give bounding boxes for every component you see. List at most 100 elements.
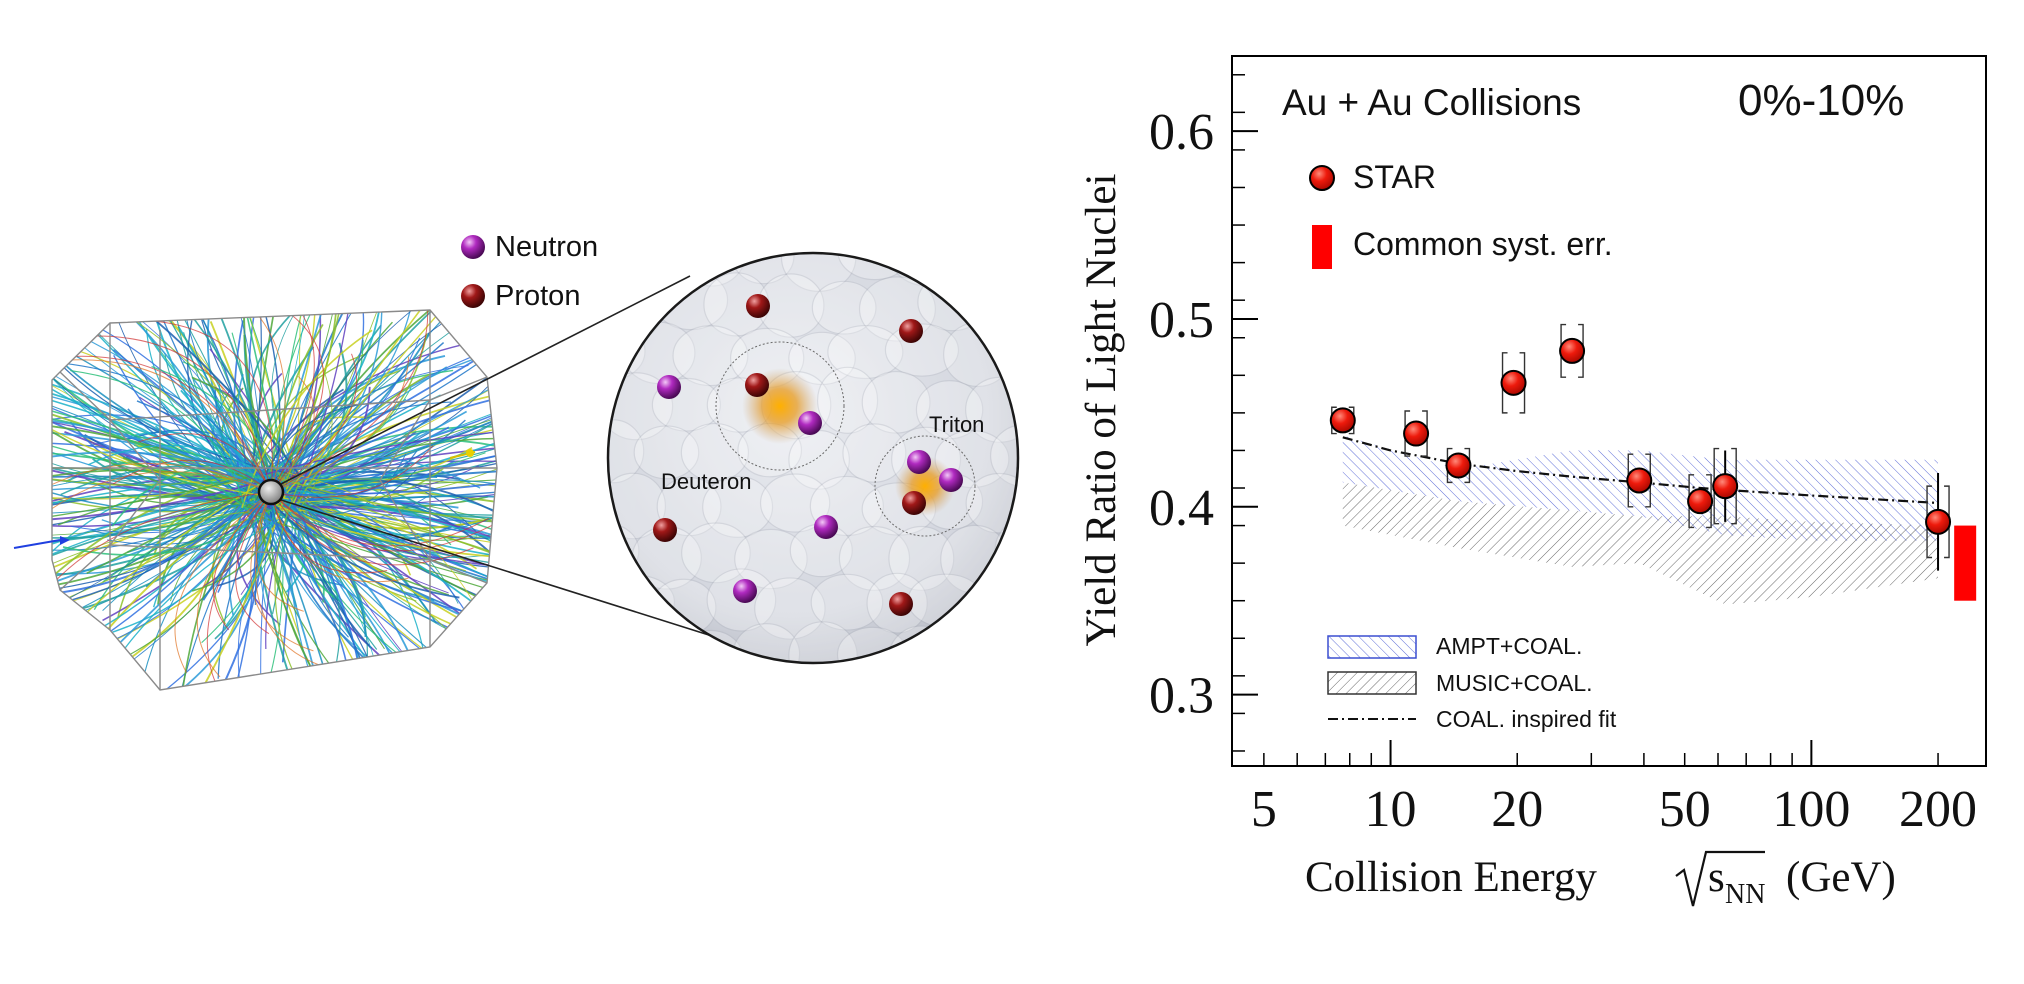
data-point — [1329, 406, 1356, 435]
beam-line-left — [13, 539, 61, 549]
particle-track — [243, 496, 497, 627]
particle-track — [52, 439, 255, 512]
data-point — [1445, 447, 1472, 484]
plot-frame — [1231, 55, 1987, 767]
particle-track — [268, 494, 497, 600]
star-marker — [1712, 473, 1739, 500]
data-point — [1687, 474, 1714, 529]
matter-bubble — [989, 423, 1018, 488]
particle-legend: Neutron Proton — [461, 231, 598, 312]
proton-icon — [889, 592, 913, 616]
deuteron-outline — [715, 341, 845, 471]
particle-track — [298, 360, 333, 511]
matter-bubble — [759, 473, 831, 533]
matter-bubble — [816, 366, 879, 434]
star-marker — [1626, 467, 1653, 494]
particle-track — [255, 491, 304, 612]
particle-track — [242, 310, 276, 491]
particle-track — [113, 355, 259, 510]
star-marker — [1403, 420, 1430, 447]
y-tick-label: 0.5 — [1149, 292, 1214, 349]
matter-bubble — [994, 625, 1018, 663]
collision-point-icon — [257, 478, 285, 506]
particle-track — [265, 487, 447, 690]
matter-bubble — [837, 253, 913, 281]
matter-bubble — [965, 472, 1018, 534]
particle-track — [288, 373, 497, 487]
particle-track — [171, 477, 292, 690]
particle-track — [287, 472, 478, 610]
data-point — [1403, 410, 1430, 457]
particle-track — [235, 491, 272, 635]
particle-track — [52, 471, 272, 534]
particle-track — [271, 310, 343, 479]
music-coal-band — [1342, 482, 1938, 605]
particle-track — [99, 310, 302, 478]
x-axis-label-sqrt-var: s — [1708, 854, 1725, 901]
proton-icon — [902, 491, 926, 515]
particle-track — [241, 329, 373, 509]
zoom-line-top — [280, 275, 691, 485]
beam-arrow-left-icon — [60, 536, 70, 545]
matter-bubble — [940, 623, 1005, 663]
matter-bubble — [992, 253, 1018, 285]
x-axis-label-text: Collision Energy — [1305, 854, 1597, 901]
x-tick-label: 5 — [1251, 781, 1277, 838]
matter-bubble — [633, 425, 700, 480]
nucleons — [653, 294, 963, 616]
x-axis-label-subscript: NN — [1725, 879, 1765, 910]
y-tick-label: 0.3 — [1149, 668, 1214, 725]
matter-bubble — [672, 325, 749, 387]
matter-bubble — [915, 380, 984, 440]
axis-ticks: 0.3 0.4 0.5 0.6 5 10 20 50 100 200 — [1149, 74, 1977, 838]
particle-track — [263, 366, 448, 496]
detector-frame — [51, 309, 498, 691]
proton-icon — [653, 518, 677, 542]
matter-bubble — [861, 370, 931, 434]
particle-track — [179, 482, 263, 690]
particle-track — [62, 501, 283, 556]
matter-bubble — [888, 625, 955, 663]
deuteron-label: Deuteron — [661, 469, 752, 494]
x-tick-label: 200 — [1899, 781, 1977, 838]
matter-bubble — [827, 324, 904, 380]
particle-track — [52, 474, 281, 664]
matter-bubble — [631, 253, 701, 290]
particle-track — [52, 491, 272, 654]
particle-track — [52, 340, 269, 513]
magnified-view: Deuteron Triton — [606, 251, 1020, 665]
particle-track — [122, 456, 268, 512]
data-point — [1626, 453, 1653, 508]
particle-track — [260, 311, 497, 482]
particle-track — [260, 499, 273, 690]
particle-track — [52, 310, 268, 495]
particle-track — [52, 471, 243, 486]
legend-neutron-label: Neutron — [495, 231, 598, 263]
particle-track — [71, 507, 251, 534]
particle-track — [52, 359, 272, 493]
detector-illustration — [13, 275, 713, 691]
particle-track — [250, 491, 314, 652]
particle-track — [52, 419, 294, 500]
particle-track — [293, 488, 497, 676]
particle-track — [112, 459, 272, 493]
zoom-line-bottom — [280, 499, 713, 637]
fit-curve — [1342, 436, 1939, 505]
particle-track — [52, 511, 250, 586]
particle-track — [52, 379, 298, 492]
particle-track — [52, 372, 282, 486]
particle-track — [297, 373, 430, 505]
data-point — [1500, 352, 1527, 414]
x-tick-label: 10 — [1365, 781, 1417, 838]
particle-track — [255, 491, 343, 673]
proton-icon — [899, 319, 923, 343]
particle-track — [162, 310, 286, 493]
model-bands — [1342, 435, 1938, 605]
legend-ampt-label: AMPT+COAL. — [1436, 633, 1582, 659]
particle-track — [270, 491, 474, 566]
matter-bubble — [888, 525, 955, 591]
matter-bubble — [907, 573, 985, 628]
legend-syst-marker — [1312, 225, 1332, 269]
matter-bubble — [964, 282, 1018, 337]
particle-track — [52, 414, 250, 512]
